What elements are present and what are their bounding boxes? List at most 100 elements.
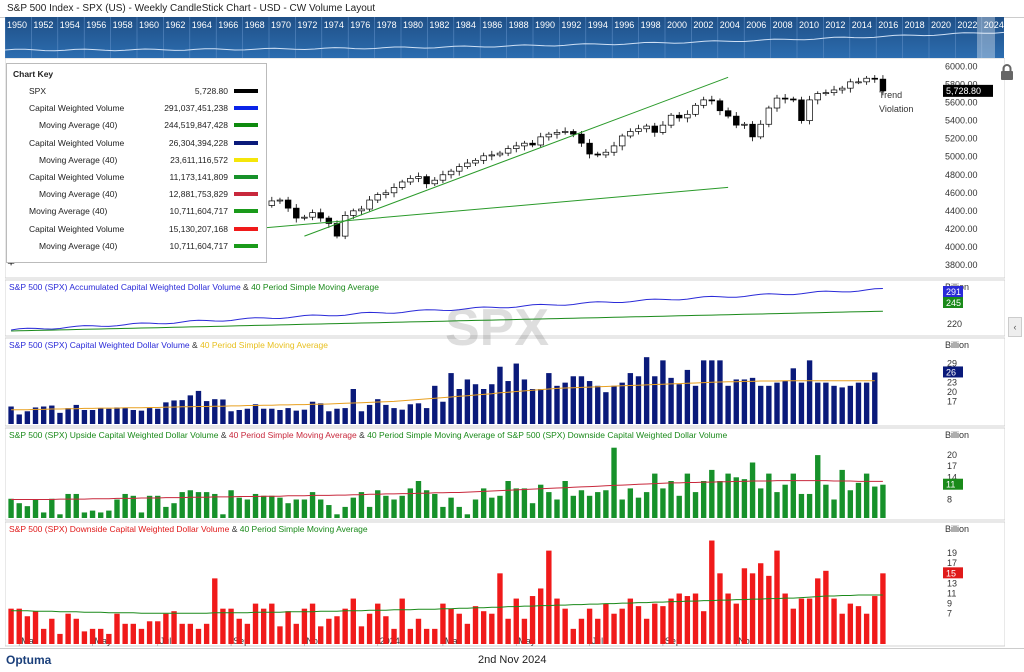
volume-bar bbox=[179, 623, 185, 644]
volume-bar bbox=[383, 404, 389, 424]
candle-body bbox=[610, 145, 618, 153]
volume-bar bbox=[383, 616, 389, 644]
candle-body bbox=[830, 89, 838, 94]
lock-icon[interactable] bbox=[998, 63, 1016, 81]
price-axis-tick: 4200.00 bbox=[945, 224, 978, 234]
volume-bar bbox=[342, 506, 348, 518]
volume-bar bbox=[823, 484, 829, 518]
volume-bar bbox=[863, 382, 870, 424]
panel-frame bbox=[5, 427, 1005, 521]
candle-body bbox=[358, 208, 365, 212]
volume-bar bbox=[578, 490, 585, 518]
volume-bar bbox=[798, 382, 805, 424]
volume-bar bbox=[815, 455, 821, 518]
volume-bar bbox=[749, 377, 756, 424]
candle-body bbox=[781, 97, 789, 100]
chart-key-label: Moving Average (40) bbox=[39, 189, 118, 200]
volume-bar bbox=[228, 411, 234, 424]
chart-key-row: Capital Weighted Volume 26,304,394,228 bbox=[7, 138, 266, 155]
chart-key-swatch bbox=[234, 89, 258, 93]
overview-year-label: 1994 bbox=[588, 20, 608, 30]
volume-bar bbox=[40, 512, 47, 518]
candle-body bbox=[407, 178, 414, 183]
candle-body bbox=[773, 97, 781, 109]
volume-bar bbox=[774, 492, 780, 518]
volume-bar bbox=[872, 372, 878, 424]
volume-bar bbox=[65, 408, 71, 424]
volume-bar bbox=[448, 497, 454, 518]
volume-bar bbox=[815, 578, 821, 644]
annotation-violation: Violation bbox=[879, 104, 913, 114]
volume-bar bbox=[880, 484, 886, 518]
volume-bar bbox=[546, 492, 552, 518]
overview-navigator[interactable]: 1950 1952 1954 1956 1958 1960 1962 1964 1966 1968… bbox=[5, 17, 1004, 58]
volume-bar bbox=[790, 608, 796, 644]
chart-key-row: Moving Average (40) 244,519,847,428 bbox=[7, 120, 266, 137]
panel-title-part: 40 Period Simple Moving Average bbox=[240, 524, 368, 534]
candle-body bbox=[439, 174, 447, 181]
volume-bar bbox=[782, 381, 788, 424]
overview-range-window bbox=[977, 17, 995, 58]
volume-bar bbox=[252, 404, 259, 424]
footer-date: 2nd Nov 2024 bbox=[478, 654, 547, 666]
candle-body bbox=[578, 133, 585, 144]
chart-key-label: SPX bbox=[29, 86, 47, 96]
volume-bar bbox=[660, 488, 666, 518]
volume-bar bbox=[423, 408, 430, 424]
collapse-panel-button[interactable]: ‹ bbox=[1008, 317, 1022, 337]
volume-bar bbox=[700, 481, 707, 518]
volume-bar bbox=[98, 628, 104, 644]
volume-bar bbox=[456, 389, 462, 424]
candle-body bbox=[513, 145, 520, 149]
candle-body bbox=[553, 132, 561, 135]
overview-year-label: 1986 bbox=[482, 20, 502, 30]
chart-key-value: 26,304,394,228 bbox=[168, 137, 228, 148]
volume-bar bbox=[73, 404, 79, 424]
volume-bar bbox=[301, 499, 308, 518]
candle-body bbox=[676, 114, 683, 119]
volume-bar bbox=[831, 385, 837, 424]
volume-bar bbox=[717, 573, 723, 644]
volume-bar bbox=[619, 499, 625, 518]
price-axis-tick: 5600.00 bbox=[945, 98, 978, 108]
panel-title-part: S&P 500 (SPX) Downside Capital Weighted … bbox=[9, 524, 230, 534]
volume-bar bbox=[741, 379, 748, 424]
volume-bar bbox=[155, 495, 161, 518]
volume-bar bbox=[448, 608, 454, 644]
volume-bar bbox=[798, 598, 805, 644]
panel-title-part: S&P 500 (SPX) Capital Weighted Dollar Vo… bbox=[9, 340, 190, 350]
volume-axis-tick: 20 bbox=[947, 450, 957, 460]
volume-bar bbox=[130, 623, 136, 644]
candle-body bbox=[309, 212, 316, 218]
overview-year-label: 2022 bbox=[957, 20, 977, 30]
candle-body bbox=[374, 194, 381, 201]
overview-chart[interactable]: 1950 1952 1954 1956 1958 1960 1962 1964 1966 1968… bbox=[5, 17, 1004, 58]
volume-axis-tick: 20 bbox=[947, 387, 957, 397]
volume-bar bbox=[709, 360, 715, 424]
volume-bar bbox=[472, 384, 479, 424]
volume-bar bbox=[595, 385, 601, 424]
acc-ma-last-label-bg bbox=[943, 297, 963, 308]
volume-axis-tick: 17 bbox=[947, 461, 957, 471]
volume-bar bbox=[366, 506, 373, 518]
volume-bar bbox=[766, 385, 772, 424]
candle-body bbox=[268, 200, 276, 206]
volume-bar bbox=[391, 628, 397, 644]
chart-key-row: Moving Average (40) 12,881,753,829 bbox=[7, 189, 266, 206]
candle-body bbox=[814, 93, 821, 101]
volume-bar bbox=[652, 603, 658, 644]
volume-bar bbox=[554, 499, 560, 518]
volume-bar bbox=[318, 499, 324, 518]
price-axis-tick: 3800.00 bbox=[945, 260, 978, 270]
candle-body bbox=[798, 99, 805, 121]
volume-bar bbox=[521, 488, 528, 518]
volume-last-label-bg bbox=[943, 567, 963, 579]
volume-last-label-bg bbox=[943, 478, 963, 490]
candle-body bbox=[366, 199, 373, 210]
volume-bar bbox=[40, 628, 47, 644]
volume-bar bbox=[195, 492, 202, 518]
volume-bar bbox=[619, 382, 625, 424]
panel-title-part: & bbox=[241, 282, 251, 292]
candle-body bbox=[806, 99, 813, 121]
volume-bar bbox=[293, 499, 299, 518]
